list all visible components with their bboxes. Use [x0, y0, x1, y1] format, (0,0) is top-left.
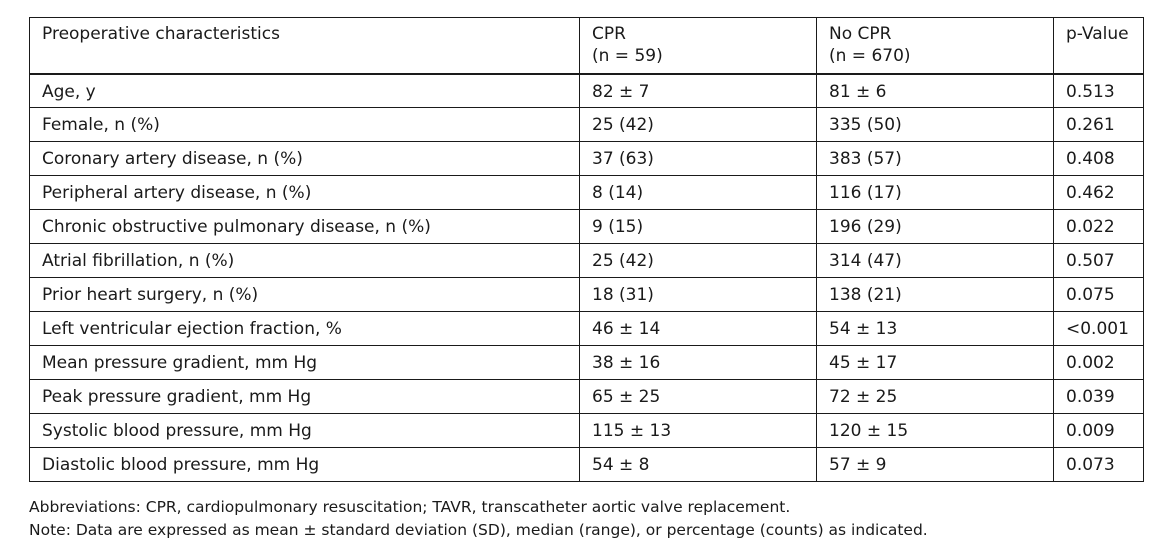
no-cpr-value-cell: 72 ± 25 — [816, 379, 1054, 414]
table-row: Peak pressure gradient, mm Hg 65 ± 25 72 ±… — [29, 379, 1144, 414]
cpr-value-cell: 8 (14) — [579, 175, 817, 210]
cpr-value-cell: 38 ± 16 — [579, 345, 817, 380]
p-value-cell: 0.073 — [1053, 447, 1144, 482]
header-p-value: p-Value — [1053, 17, 1144, 75]
table-row: Peripheral artery disease, n (%) 8 (14) 11… — [29, 175, 1144, 210]
table-row: Chronic obstructive pulmonary disease, n… — [29, 209, 1144, 244]
table-row: Coronary artery disease, n (%) 37 (63) 383… — [29, 141, 1144, 176]
table-row: Left ventricular ejection fraction, % 46 … — [29, 311, 1144, 346]
table-notes: Abbreviations: CPR, cardiopulmonary resu… — [29, 496, 928, 542]
no-cpr-value-cell: 54 ± 13 — [816, 311, 1054, 346]
p-value-cell: 0.507 — [1053, 243, 1144, 278]
header-no-cpr-title: No CPR — [829, 24, 892, 44]
no-cpr-value-cell: 196 (29) — [816, 209, 1054, 244]
header-cpr-title: CPR — [592, 24, 626, 44]
no-cpr-value-cell: 138 (21) — [816, 277, 1054, 312]
table-row: Atrial fibrillation, n (%) 25 (42) 314 (47… — [29, 243, 1144, 278]
no-cpr-value-cell: 116 (17) — [816, 175, 1054, 210]
no-cpr-value-cell: 383 (57) — [816, 141, 1054, 176]
cpr-value-cell: 82 ± 7 — [579, 73, 817, 108]
header-no-cpr: No CPR (n = 670) — [816, 17, 1054, 75]
table-row: Diastolic blood pressure, mm Hg 54 ± 8 57 … — [29, 447, 1144, 482]
cpr-value-cell: 46 ± 14 — [579, 311, 817, 346]
p-value-cell: 0.022 — [1053, 209, 1144, 244]
characteristic-cell: Peripheral artery disease, n (%) — [29, 175, 580, 210]
data-expression-note: Note: Data are expressed as mean ± stand… — [29, 521, 928, 539]
characteristic-cell: Left ventricular ejection fraction, % — [29, 311, 580, 346]
characteristic-cell: Chronic obstructive pulmonary disease, n… — [29, 209, 580, 244]
no-cpr-value-cell: 314 (47) — [816, 243, 1054, 278]
characteristic-cell: Mean pressure gradient, mm Hg — [29, 345, 580, 380]
cpr-value-cell: 9 (15) — [579, 209, 817, 244]
cpr-value-cell: 115 ± 13 — [579, 413, 817, 448]
p-value-cell: 0.462 — [1053, 175, 1144, 210]
no-cpr-value-cell: 57 ± 9 — [816, 447, 1054, 482]
table-row: Age, y 82 ± 7 81 ± 6 0.513 — [29, 73, 1144, 108]
cpr-value-cell: 25 (42) — [579, 243, 817, 278]
table-row: Mean pressure gradient, mm Hg 38 ± 16 45 ±… — [29, 345, 1144, 380]
characteristic-cell: Age, y — [29, 73, 580, 108]
header-cpr: CPR (n = 59) — [579, 17, 817, 75]
abbreviations-note: Abbreviations: CPR, cardiopulmonary resu… — [29, 498, 791, 516]
header-no-cpr-count: (n = 670) — [829, 46, 911, 66]
header-characteristic: Preoperative characteristics — [29, 17, 580, 75]
p-value-cell: 0.408 — [1053, 141, 1144, 176]
table-row: Prior heart surgery, n (%) 18 (31) 138 (21… — [29, 277, 1144, 312]
no-cpr-value-cell: 335 (50) — [816, 107, 1054, 142]
characteristic-cell: Peak pressure gradient, mm Hg — [29, 379, 580, 414]
p-value-cell: <0.001 — [1053, 311, 1144, 346]
characteristic-cell: Prior heart surgery, n (%) — [29, 277, 580, 312]
cpr-value-cell: 37 (63) — [579, 141, 817, 176]
header-cpr-count: (n = 59) — [592, 46, 663, 66]
p-value-cell: 0.039 — [1053, 379, 1144, 414]
cpr-value-cell: 18 (31) — [579, 277, 817, 312]
table-header-row: Preoperative characteristics CPR (n = 59… — [29, 17, 1144, 75]
table-row: Systolic blood pressure, mm Hg 115 ± 13 12… — [29, 413, 1144, 448]
no-cpr-value-cell: 120 ± 15 — [816, 413, 1054, 448]
table-body: Age, y 82 ± 7 81 ± 6 0.513 Female, n (%) 25 (… — [29, 73, 1144, 482]
characteristic-cell: Diastolic blood pressure, mm Hg — [29, 447, 580, 482]
no-cpr-value-cell: 81 ± 6 — [816, 73, 1054, 108]
p-value-cell: 0.009 — [1053, 413, 1144, 448]
characteristic-cell: Systolic blood pressure, mm Hg — [29, 413, 580, 448]
cpr-value-cell: 65 ± 25 — [579, 379, 817, 414]
p-value-cell: 0.261 — [1053, 107, 1144, 142]
characteristics-table: Preoperative characteristics CPR (n = 59… — [29, 17, 1144, 482]
cpr-value-cell: 54 ± 8 — [579, 447, 817, 482]
characteristic-cell: Atrial fibrillation, n (%) — [29, 243, 580, 278]
p-value-cell: 0.513 — [1053, 73, 1144, 108]
characteristic-cell: Female, n (%) — [29, 107, 580, 142]
p-value-cell: 0.075 — [1053, 277, 1144, 312]
characteristics-table-container: Preoperative characteristics CPR (n = 59… — [29, 17, 1144, 482]
cpr-value-cell: 25 (42) — [579, 107, 817, 142]
p-value-cell: 0.002 — [1053, 345, 1144, 380]
no-cpr-value-cell: 45 ± 17 — [816, 345, 1054, 380]
table-row: Female, n (%) 25 (42) 335 (50) 0.261 — [29, 107, 1144, 142]
characteristic-cell: Coronary artery disease, n (%) — [29, 141, 580, 176]
